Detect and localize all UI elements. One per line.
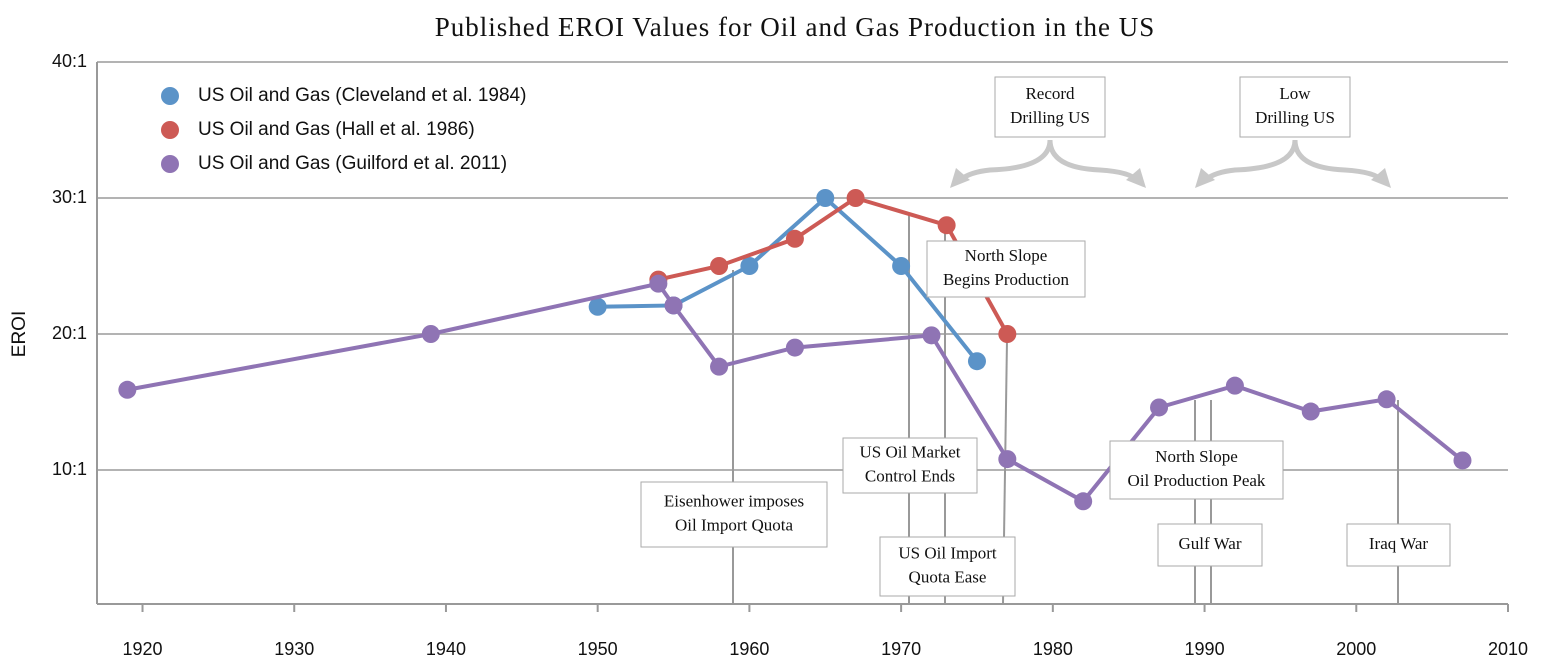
data-point xyxy=(967,352,986,371)
legend-marker xyxy=(161,155,179,173)
annotation-text: US Oil Market xyxy=(859,442,960,461)
annotation-text: Drilling US xyxy=(1010,108,1090,127)
legend-marker xyxy=(161,121,179,139)
x-tick-label: 1990 xyxy=(1185,639,1225,659)
curved-arrow xyxy=(1203,139,1298,183)
x-tick-label: 1930 xyxy=(274,639,314,659)
annotation-text: Gulf War xyxy=(1179,534,1242,553)
annotation-text: North Slope xyxy=(965,246,1048,265)
annotation-text: Low xyxy=(1279,84,1311,103)
data-point xyxy=(588,297,607,316)
arrow-head xyxy=(1126,168,1146,188)
x-tick-label: 1940 xyxy=(426,639,466,659)
data-point xyxy=(785,229,804,248)
y-tick-label: 20:1 xyxy=(52,323,87,343)
annotation-text: Control Ends xyxy=(865,466,955,485)
annotation-box xyxy=(994,76,1106,138)
y-tick-label: 40:1 xyxy=(52,51,87,71)
x-tick-label: 1920 xyxy=(122,639,162,659)
data-point xyxy=(892,257,911,275)
curved-arrow xyxy=(1292,139,1383,182)
data-point xyxy=(421,325,440,343)
arrow-head xyxy=(1195,168,1215,188)
annotation-text: Oil Import Quota xyxy=(675,515,793,534)
data-point xyxy=(118,380,137,399)
x-tick-label: 2010 xyxy=(1488,639,1528,659)
annotation-box xyxy=(640,481,828,548)
legend-label: US Oil and Gas (Guilford et al. 2011) xyxy=(198,153,507,174)
data-point xyxy=(1377,390,1396,409)
data-point xyxy=(1150,398,1169,417)
data-point xyxy=(710,257,729,275)
annotation-box xyxy=(1157,523,1263,567)
annotation-box xyxy=(1239,76,1351,138)
annotation-text: North Slope xyxy=(1155,447,1238,466)
legend-marker xyxy=(161,87,179,105)
arrow-head xyxy=(1371,168,1391,188)
annotation-text: Record xyxy=(1025,84,1075,103)
x-tick-label: 1950 xyxy=(578,639,618,659)
data-point xyxy=(846,189,865,207)
y-axis-label: EROI xyxy=(9,311,30,357)
x-tick-label: 1980 xyxy=(1033,639,1073,659)
annotation-box xyxy=(1109,440,1284,500)
data-point xyxy=(649,274,668,293)
annotation-text: Begins Production xyxy=(943,270,1070,289)
data-point xyxy=(664,296,683,315)
data-point xyxy=(998,325,1017,343)
annotation-box xyxy=(926,240,1086,298)
chart-title: Published EROI Values for Oil and Gas Pr… xyxy=(435,12,1155,42)
data-point xyxy=(937,216,956,235)
series-line xyxy=(597,195,979,363)
data-point xyxy=(710,357,729,376)
y-tick-label: 10:1 xyxy=(52,459,87,479)
annotation-text: US Oil Import xyxy=(898,543,997,562)
data-point xyxy=(740,257,759,275)
annotation-text: Quota Ease xyxy=(909,567,987,586)
annotation-text: Eisenhower imposes xyxy=(664,491,804,510)
x-tick-label: 2000 xyxy=(1336,639,1376,659)
x-tick-label: 1970 xyxy=(881,639,921,659)
data-point xyxy=(785,338,804,357)
data-point xyxy=(1301,402,1320,421)
annotation-text: Drilling US xyxy=(1255,108,1335,127)
annotation-text: Iraq War xyxy=(1369,534,1429,553)
legend-label: US Oil and Gas (Hall et al. 1986) xyxy=(198,119,475,140)
data-point xyxy=(922,326,941,345)
data-point xyxy=(998,450,1017,469)
data-point xyxy=(1225,376,1244,395)
annotation-box xyxy=(1346,523,1451,567)
curved-arrow xyxy=(1047,139,1138,182)
annotation-box xyxy=(879,536,1016,597)
curved-arrow xyxy=(958,139,1053,183)
legend-label: US Oil and Gas (Cleveland et al. 1984) xyxy=(198,85,526,106)
x-tick-label: 1960 xyxy=(729,639,769,659)
data-point xyxy=(1074,492,1093,511)
data-point xyxy=(816,189,835,207)
annotation-box xyxy=(842,437,978,494)
annotation-text: Oil Production Peak xyxy=(1128,471,1266,490)
data-point xyxy=(1453,451,1472,470)
y-tick-label: 30:1 xyxy=(52,187,87,207)
arrow-head xyxy=(950,168,970,188)
